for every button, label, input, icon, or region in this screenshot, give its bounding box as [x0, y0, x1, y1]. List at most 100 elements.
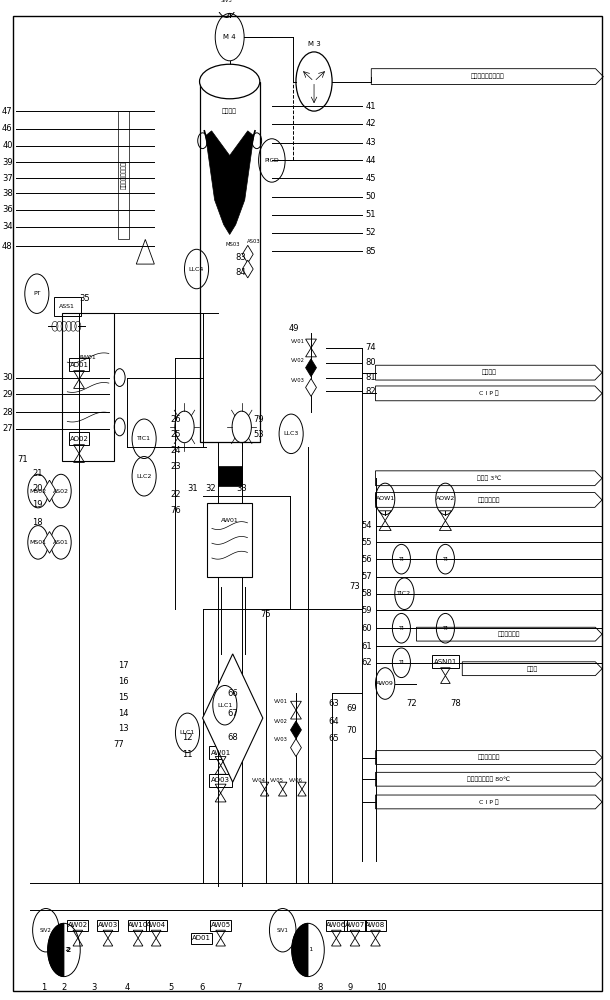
Text: 25: 25	[171, 430, 181, 439]
Bar	[209, 746, 232, 759]
Text: 38: 38	[2, 189, 13, 198]
Text: 4: 4	[124, 983, 130, 992]
Text: 37: 37	[2, 174, 13, 183]
Polygon shape	[203, 654, 263, 782]
Text: 35: 35	[80, 294, 90, 303]
Polygon shape	[43, 532, 56, 553]
Text: 78: 78	[450, 699, 461, 708]
Text: 55: 55	[361, 538, 372, 547]
Text: 二次蒸汽去能源回收: 二次蒸汽去能源回收	[470, 74, 504, 79]
Text: 28: 28	[2, 408, 13, 417]
Text: PT: PT	[33, 291, 41, 296]
Text: SIV3: SIV3	[221, 0, 232, 3]
Text: 73: 73	[350, 582, 361, 591]
Text: ASN01: ASN01	[434, 659, 457, 665]
Text: M 1: M 1	[303, 947, 314, 952]
Text: AOW2: AOW2	[436, 496, 455, 501]
Text: 75: 75	[260, 610, 271, 619]
Text: AW05: AW05	[210, 922, 231, 928]
Bar	[67, 920, 88, 931]
Text: AW04: AW04	[146, 922, 166, 928]
Text: AS01: AS01	[53, 540, 69, 545]
Text: 57: 57	[361, 572, 372, 581]
Text: MS01: MS01	[29, 540, 46, 545]
Bar	[345, 920, 365, 931]
Text: 83: 83	[235, 253, 246, 262]
Text: 15: 15	[118, 693, 129, 702]
Bar	[432, 655, 459, 668]
Text: 49: 49	[289, 324, 300, 333]
Text: LLC2: LLC2	[137, 474, 152, 479]
Text: VV02: VV02	[274, 719, 288, 724]
Text: 26: 26	[171, 415, 181, 424]
Text: 43: 43	[365, 138, 376, 147]
Text: LLC4: LLC4	[189, 267, 204, 272]
Text: LLC3: LLC3	[284, 431, 299, 436]
Text: 无菌水: 无菌水	[526, 666, 538, 672]
Text: M 3: M 3	[307, 41, 320, 47]
Text: TI: TI	[398, 557, 404, 562]
Text: 67: 67	[228, 709, 238, 718]
Text: 17: 17	[118, 661, 129, 670]
Polygon shape	[290, 739, 301, 757]
Text: 60: 60	[361, 624, 372, 633]
Text: 3: 3	[92, 983, 97, 992]
Text: AW10: AW10	[128, 922, 148, 928]
Text: 81: 81	[365, 373, 376, 382]
Text: VV01: VV01	[291, 339, 305, 344]
Polygon shape	[242, 245, 253, 263]
Text: VV03: VV03	[274, 737, 288, 742]
Text: 22: 22	[171, 490, 181, 499]
Text: AD01: AD01	[192, 935, 211, 941]
Text: LLC1: LLC1	[180, 730, 195, 735]
Text: 80: 80	[365, 358, 376, 367]
Bar	[70, 432, 88, 445]
Text: AW01: AW01	[210, 750, 231, 756]
Text: 27: 27	[2, 424, 13, 433]
Text: M 4: M 4	[223, 34, 236, 40]
Text: M 2: M 2	[59, 947, 70, 952]
Text: 56: 56	[361, 555, 372, 564]
Bar	[54, 297, 81, 316]
Text: 65: 65	[328, 734, 339, 743]
Bar	[98, 920, 118, 931]
Text: 7: 7	[236, 983, 242, 992]
Bar	[199, 82, 260, 442]
Text: 68: 68	[228, 733, 238, 742]
Text: 46: 46	[2, 124, 13, 133]
Text: 40: 40	[2, 141, 13, 150]
Text: 9: 9	[348, 983, 353, 992]
Text: 8: 8	[317, 983, 323, 992]
Text: 16: 16	[118, 677, 129, 686]
Bar	[127, 920, 149, 931]
Text: 63: 63	[328, 699, 339, 708]
Text: 85: 85	[365, 247, 376, 256]
Text: 76: 76	[171, 506, 181, 515]
Text: VV03: VV03	[291, 378, 305, 383]
Polygon shape	[292, 923, 308, 977]
Text: AO03: AO03	[211, 777, 230, 783]
Text: 冷麦汁去充氮: 冷麦汁去充氮	[498, 631, 520, 637]
Text: MS03: MS03	[226, 242, 240, 247]
Text: 84: 84	[235, 268, 246, 277]
Text: 20: 20	[32, 484, 43, 493]
Text: AO02: AO02	[70, 436, 88, 442]
Text: 冷凝水回锅炉: 冷凝水回锅炉	[478, 755, 500, 760]
Text: SIV2: SIV2	[40, 928, 52, 933]
Text: 54: 54	[361, 521, 372, 530]
Text: AW01: AW01	[221, 518, 239, 523]
Text: 50: 50	[365, 192, 376, 201]
Text: TIC1: TIC1	[137, 436, 151, 441]
Bar	[191, 933, 212, 944]
Text: AW01: AW01	[79, 355, 97, 360]
Bar	[326, 920, 347, 931]
Text: 42: 42	[365, 119, 376, 128]
Text: 66: 66	[228, 689, 238, 698]
Text: 74: 74	[365, 343, 376, 352]
Text: 二次蒸汽: 二次蒸汽	[222, 108, 237, 114]
Text: 冰水来 3℃: 冰水来 3℃	[476, 475, 501, 481]
Text: 32: 32	[205, 484, 216, 493]
Text: 59: 59	[361, 606, 372, 615]
Polygon shape	[290, 721, 301, 739]
Polygon shape	[43, 480, 56, 502]
